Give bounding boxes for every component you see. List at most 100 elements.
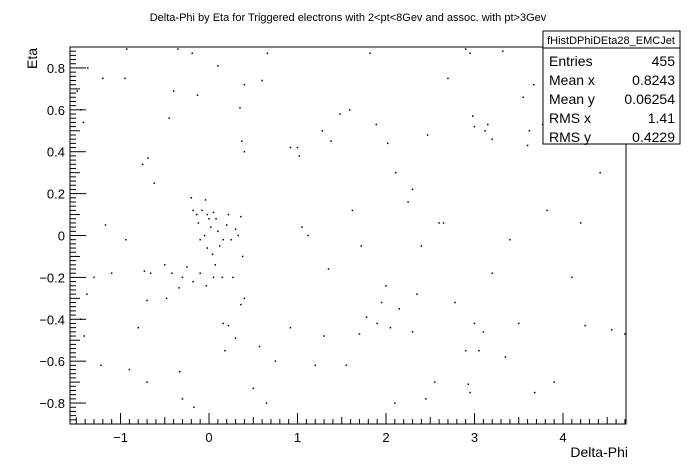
data-point xyxy=(265,402,268,404)
data-point xyxy=(376,322,378,325)
stats-row-value: 0.06254 xyxy=(624,91,675,107)
x-axis-ticks: −1 0 1 2 3 4 xyxy=(75,413,626,445)
data-point xyxy=(345,364,347,367)
data-point xyxy=(237,234,239,237)
data-point xyxy=(348,109,351,111)
y-tick-label: 0.2 xyxy=(47,187,65,202)
data-point xyxy=(147,157,149,159)
y-tick-label: −0.6 xyxy=(39,354,65,369)
data-point xyxy=(307,234,309,237)
data-point xyxy=(579,222,582,224)
data-point xyxy=(205,285,208,287)
data-point xyxy=(599,171,601,174)
data-point xyxy=(153,182,155,184)
data-point xyxy=(199,272,201,274)
data-point xyxy=(83,335,85,337)
data-point xyxy=(518,322,520,325)
data-point xyxy=(179,370,181,373)
stats-row-value: 0.4229 xyxy=(632,129,675,145)
data-point xyxy=(447,77,449,80)
data-point xyxy=(208,217,210,220)
data-point xyxy=(214,264,216,266)
data-point xyxy=(261,79,263,82)
data-point xyxy=(212,276,215,279)
data-point xyxy=(243,83,246,86)
chart-title: Delta-Phi by Eta for Triggered electrons… xyxy=(150,12,547,24)
data-point xyxy=(301,226,303,228)
data-point xyxy=(222,238,224,241)
x-tick-label: −1 xyxy=(113,430,128,445)
data-point xyxy=(203,234,206,237)
y-tick-label: −0.4 xyxy=(39,312,65,327)
y-tick-label: 0.8 xyxy=(47,61,65,76)
data-point xyxy=(225,224,228,226)
y-tick-label: −0.8 xyxy=(39,396,65,411)
data-point xyxy=(178,287,180,289)
data-point xyxy=(234,228,237,230)
x-tick-label: 1 xyxy=(294,430,301,445)
data-point xyxy=(212,211,215,214)
data-point xyxy=(533,83,535,86)
data-point xyxy=(358,333,361,335)
stats-row-label: Mean x xyxy=(549,72,595,88)
data-point xyxy=(442,222,445,224)
data-point xyxy=(86,293,88,295)
data-point xyxy=(204,199,207,201)
data-point xyxy=(416,293,418,295)
data-point xyxy=(258,345,261,348)
x-tick-label: 2 xyxy=(382,430,389,445)
stats-row-label: RMS x xyxy=(549,110,591,126)
data-point xyxy=(467,383,470,385)
y-tick-label: −0.2 xyxy=(39,270,65,285)
stats-box: fHistDPhiDEta28_EMCJet Entries 455 Mean x 0… xyxy=(542,30,681,145)
data-point xyxy=(221,276,224,279)
data-point xyxy=(533,391,536,394)
x-tick-label: 0 xyxy=(205,430,212,445)
data-point xyxy=(241,140,243,142)
data-point xyxy=(190,197,193,199)
data-point xyxy=(610,329,613,331)
stats-row-value: 455 xyxy=(652,53,676,69)
data-point xyxy=(407,201,409,203)
data-point xyxy=(146,381,148,383)
data-point xyxy=(526,144,529,147)
data-point xyxy=(232,276,234,279)
data-point xyxy=(274,360,277,362)
data-point xyxy=(110,272,113,274)
data-point xyxy=(323,335,325,337)
data-point xyxy=(394,402,396,404)
data-point xyxy=(181,398,184,400)
stats-row-value: 1.41 xyxy=(648,110,675,126)
data-point xyxy=(411,188,414,191)
data-point xyxy=(197,222,200,224)
data-point xyxy=(360,245,362,247)
data-point xyxy=(137,326,139,329)
data-point xyxy=(93,276,95,279)
data-point xyxy=(469,391,471,394)
data-point xyxy=(215,217,217,220)
data-point xyxy=(240,303,242,306)
data-point xyxy=(164,264,166,266)
data-point xyxy=(504,356,507,358)
data-point xyxy=(380,301,383,304)
data-point xyxy=(191,52,193,55)
data-point xyxy=(227,213,230,216)
data-point xyxy=(143,270,146,272)
data-point xyxy=(478,349,480,352)
data-point xyxy=(125,48,128,50)
data-point xyxy=(624,333,626,335)
data-point xyxy=(387,142,389,145)
data-point xyxy=(553,381,555,383)
data-point xyxy=(339,113,341,115)
data-point xyxy=(192,209,194,212)
x-axis-label: Delta-Phi xyxy=(570,444,628,460)
data-point xyxy=(438,222,440,224)
stats-rows: Entries 455 Mean x 0.8243 Mean y 0.06254 RMS x… xyxy=(549,53,675,145)
data-point xyxy=(222,322,224,325)
data-point xyxy=(473,125,476,128)
data-point xyxy=(502,50,504,52)
data-point xyxy=(420,245,423,247)
data-point xyxy=(210,226,212,228)
data-point xyxy=(172,90,175,92)
